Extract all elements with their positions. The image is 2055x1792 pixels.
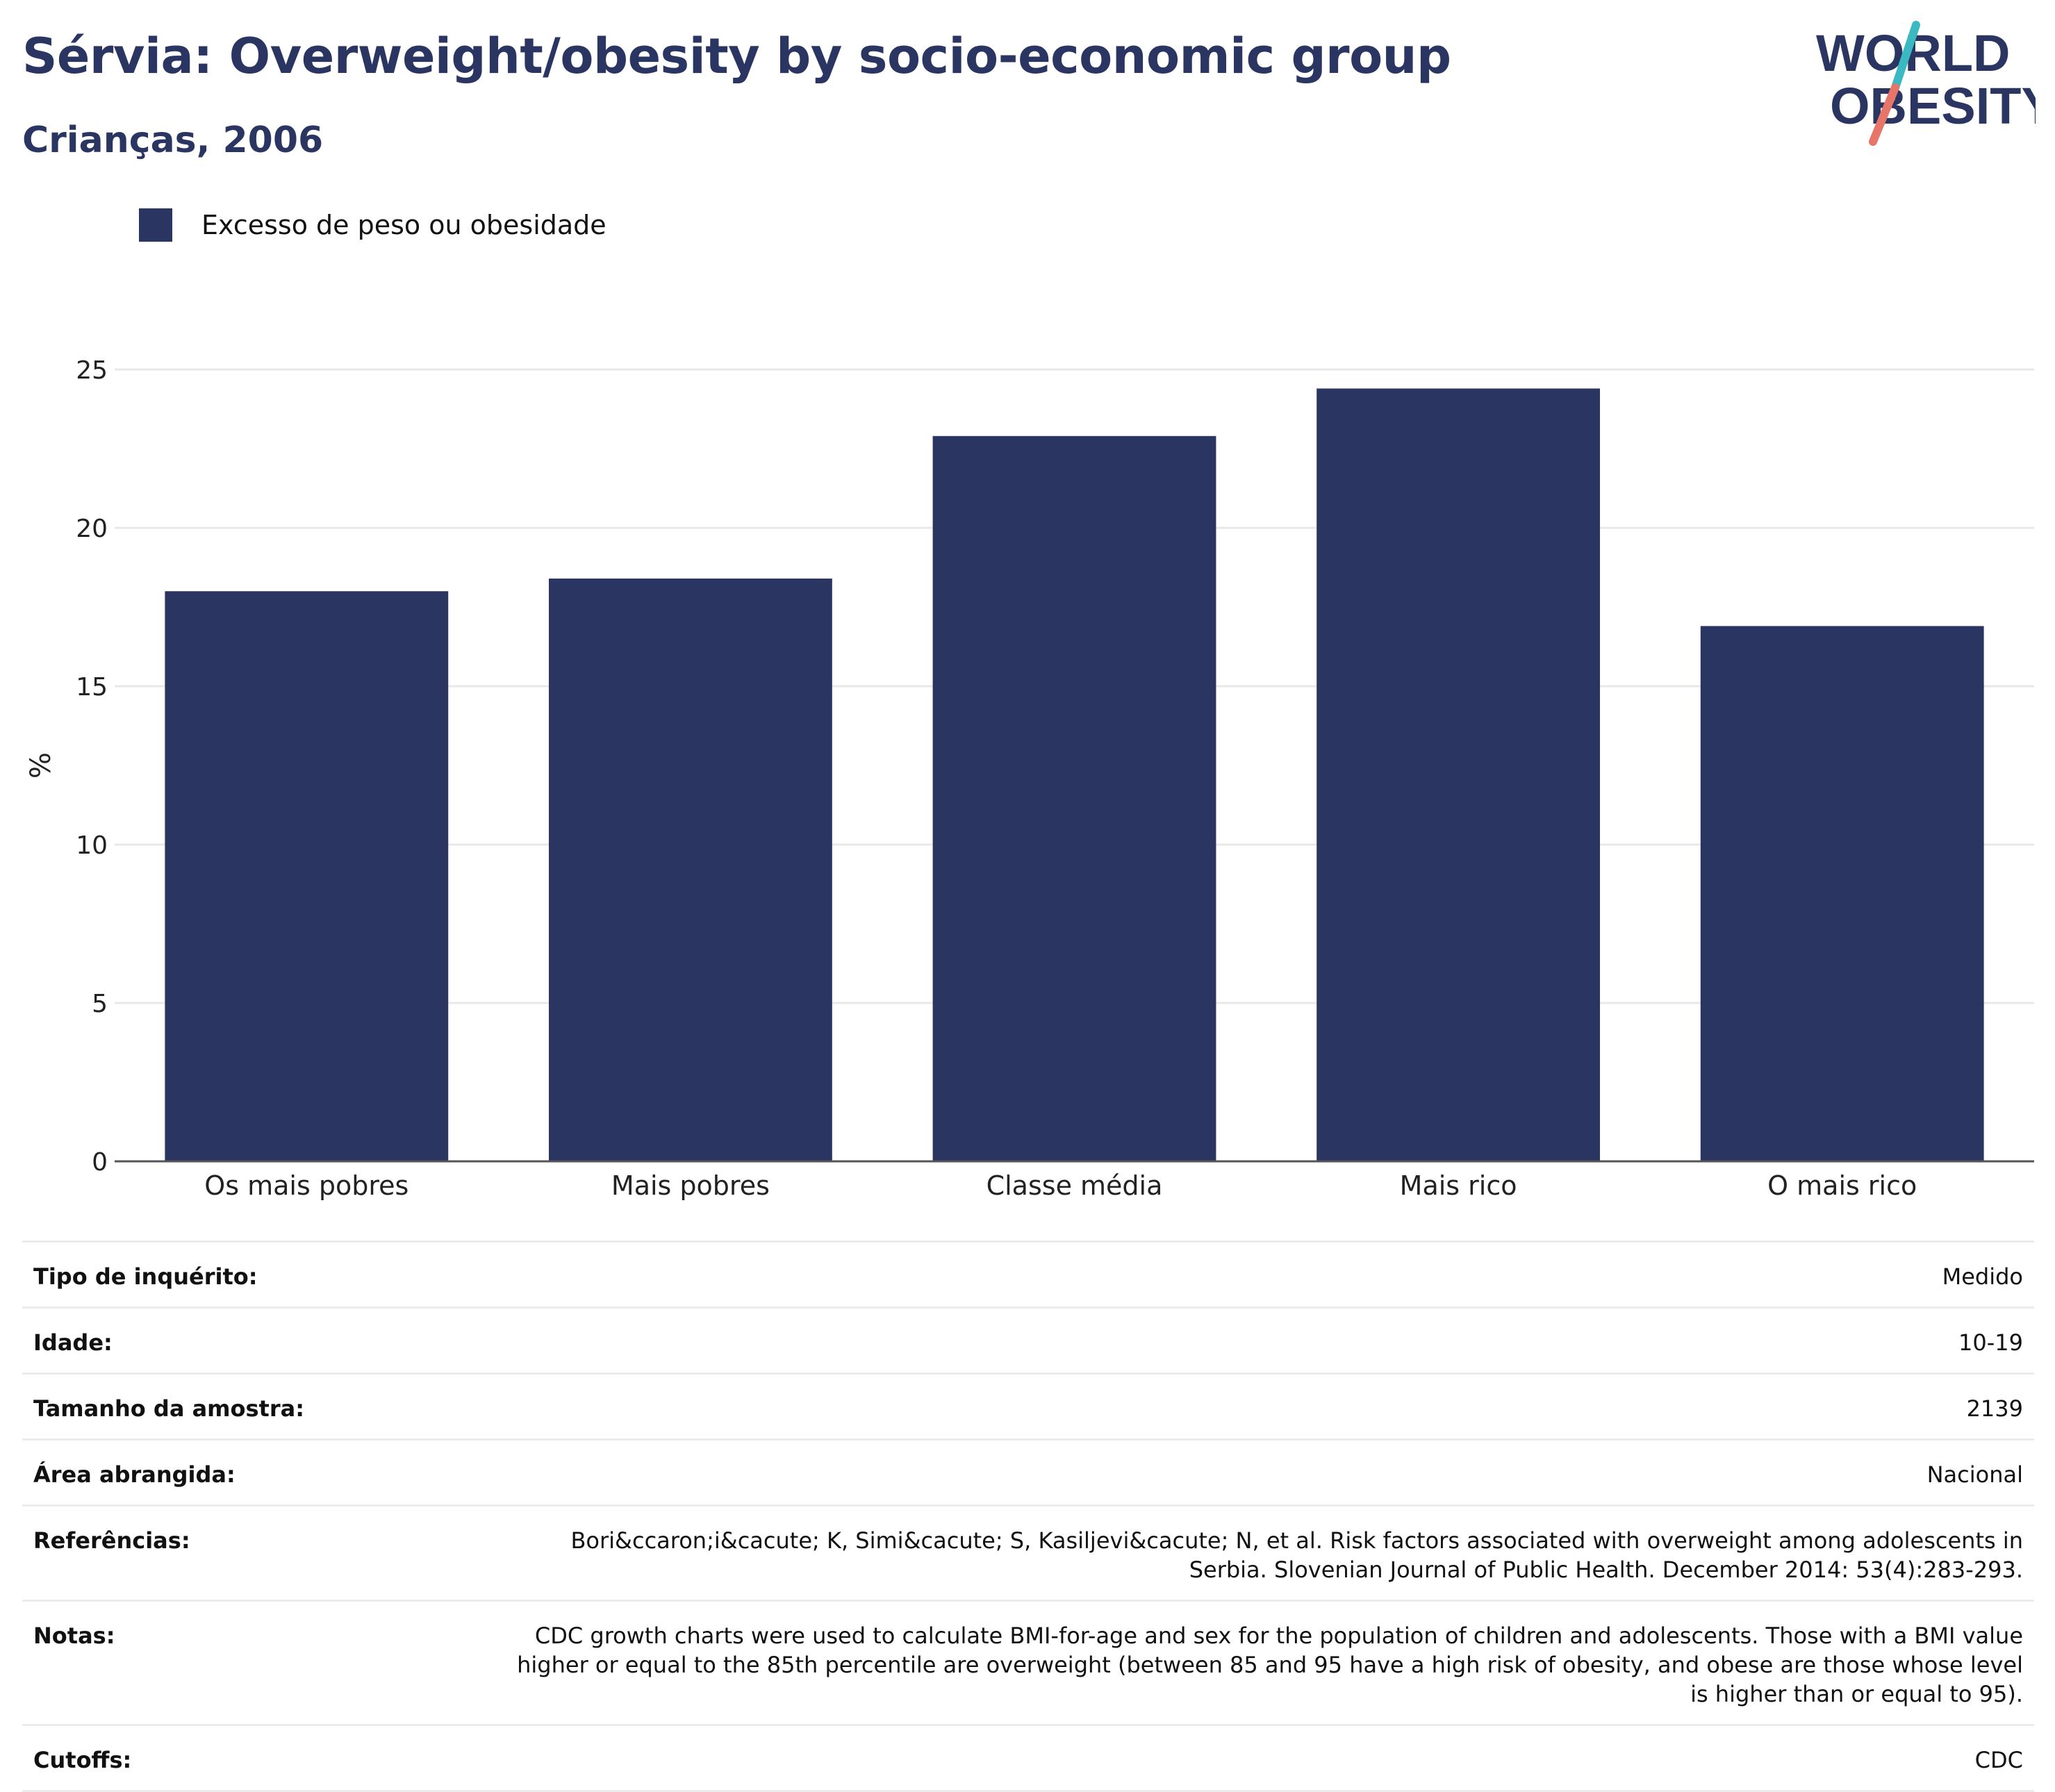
metadata-row: Tamanho da amostra: 2139: [22, 1372, 2034, 1438]
bar-chart: 0 5 10 15 20 25% Os mais pobres Mais pobres Clas…: [25, 356, 2034, 1201]
legend-swatch: [139, 208, 172, 242]
metadata-key: Tipo de inquérito:: [33, 1263, 258, 1290]
bar-1: [548, 578, 832, 1161]
metadata-row: Idade: 10-19: [22, 1306, 2034, 1372]
world-obesity-logo: WORLD OBESITY: [1816, 21, 2036, 146]
metadata-row: Referências: Bori&ccaron;i&cacute; K, Sim…: [22, 1504, 2034, 1600]
metadata-row: Tipo de inquérito: Medido: [22, 1241, 2034, 1306]
metadata-key: Área abrangida:: [33, 1461, 236, 1488]
metadata-value: Nacional: [1926, 1461, 2023, 1488]
metadata-key: Cutoffs:: [33, 1747, 132, 1773]
chart-legend[interactable]: Excesso de peso ou obesidade: [139, 206, 606, 244]
metadata-value: CDC: [1974, 1747, 2023, 1773]
y-tick-label: 0: [92, 1148, 108, 1177]
chart-subtitle: Crianças, 2006: [22, 119, 324, 161]
metadata-key: Referências:: [33, 1527, 190, 1554]
bar-4: [1700, 626, 1984, 1161]
metadata-key: Notas:: [33, 1623, 115, 1649]
x-tick-label: Mais rico: [1400, 1170, 1517, 1201]
y-tick-label: 25: [76, 356, 108, 385]
chart-title: Sérvia: Overweight/obesity by socio-econ…: [22, 28, 1451, 85]
x-tick-label: Mais pobres: [611, 1170, 770, 1201]
bar-3: [1317, 388, 1601, 1161]
y-tick-label: 20: [76, 515, 108, 543]
metadata-row: Cutoffs: CDC: [22, 1724, 2034, 1792]
metadata-value: Medido: [1942, 1263, 2023, 1290]
logo-text-obesity: OBESITY: [1830, 77, 2036, 135]
bar-0: [165, 591, 449, 1161]
logo-slash-top: [1891, 21, 1920, 92]
metadata-row: Notas: CDC growth charts were used to cal…: [22, 1600, 2034, 1724]
metadata-key: Tamanho da amostra:: [33, 1395, 304, 1422]
metadata-key: Idade:: [33, 1329, 113, 1356]
x-tick-label: O mais rico: [1767, 1170, 1917, 1201]
bar-2: [932, 435, 1216, 1161]
metadata-row: Área abrangida: Nacional: [22, 1438, 2034, 1504]
metadata-value: Bori&ccaron;i&cacute; K, Simi&cacute; S,…: [570, 1527, 2023, 1583]
legend-label: Excesso de peso ou obesidade: [201, 210, 606, 240]
logo-slash-bottom: [1869, 83, 1899, 146]
metadata-value: 2139: [1966, 1395, 2023, 1422]
y-axis-label: %: [25, 752, 57, 779]
metadata-value: CDC growth charts were used to calculate…: [517, 1623, 2023, 1707]
x-tick-label: Os mais pobres: [204, 1170, 408, 1201]
metadata-value: 10-19: [1958, 1329, 2023, 1356]
y-tick-label: 5: [92, 990, 108, 1018]
y-tick-label: 15: [76, 673, 108, 702]
x-tick-label: Classe média: [987, 1170, 1163, 1201]
metadata-table: Tipo de inquérito: Medido Idade: 10-19 Taman…: [22, 1241, 2034, 1792]
y-tick-label: 10: [76, 831, 108, 860]
